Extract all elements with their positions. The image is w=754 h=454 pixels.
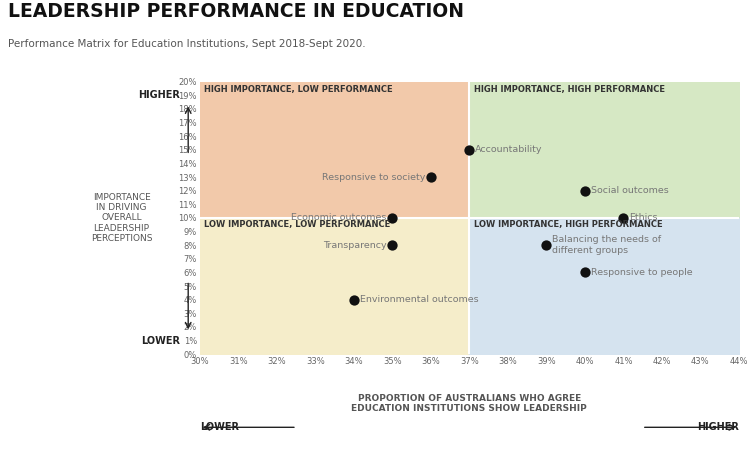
Point	[463, 146, 475, 153]
Text: Performance Matrix for Education Institutions, Sept 2018-Sept 2020.: Performance Matrix for Education Institu…	[8, 39, 365, 49]
Point	[579, 187, 591, 194]
Text: IMPORTANCE
IN DRIVING
OVERALL
LEADERSHIP
PERCEPTIONS: IMPORTANCE IN DRIVING OVERALL LEADERSHIP…	[90, 192, 152, 243]
Point	[348, 296, 360, 303]
Text: LOW IMPORTANCE, HIGH PERFORMANCE: LOW IMPORTANCE, HIGH PERFORMANCE	[474, 220, 663, 229]
Text: HIGHER: HIGHER	[139, 90, 180, 100]
Text: LEADERSHIP PERFORMANCE IN EDUCATION: LEADERSHIP PERFORMANCE IN EDUCATION	[8, 2, 464, 21]
Text: LOW IMPORTANCE, LOW PERFORMANCE: LOW IMPORTANCE, LOW PERFORMANCE	[204, 220, 391, 229]
Text: Responsive to people: Responsive to people	[590, 268, 692, 277]
Text: Economic outcomes: Economic outcomes	[291, 213, 387, 222]
Text: Social outcomes: Social outcomes	[590, 186, 668, 195]
Text: HIGH IMPORTANCE, HIGH PERFORMANCE: HIGH IMPORTANCE, HIGH PERFORMANCE	[474, 85, 665, 94]
Text: PROPORTION OF AUSTRALIANS WHO AGREE
EDUCATION INSTITUTIONS SHOW LEADERSHIP: PROPORTION OF AUSTRALIANS WHO AGREE EDUC…	[351, 394, 587, 413]
Point	[618, 214, 630, 222]
Point	[386, 242, 398, 249]
Text: Ethics: Ethics	[629, 213, 657, 222]
Text: HIGH IMPORTANCE, LOW PERFORMANCE: HIGH IMPORTANCE, LOW PERFORMANCE	[204, 85, 393, 94]
Point	[386, 214, 398, 222]
Text: Balancing the needs of
different groups: Balancing the needs of different groups	[552, 236, 661, 255]
Text: Transparency: Transparency	[323, 241, 387, 250]
Text: HIGHER: HIGHER	[697, 422, 739, 432]
Text: LOWER: LOWER	[200, 422, 239, 432]
Point	[425, 173, 437, 181]
Point	[541, 242, 553, 249]
Text: Environmental outcomes: Environmental outcomes	[360, 295, 478, 304]
Point	[579, 269, 591, 276]
Text: LOWER: LOWER	[141, 336, 180, 346]
Text: Responsive to society: Responsive to society	[322, 173, 425, 182]
Text: Accountability: Accountability	[475, 145, 543, 154]
